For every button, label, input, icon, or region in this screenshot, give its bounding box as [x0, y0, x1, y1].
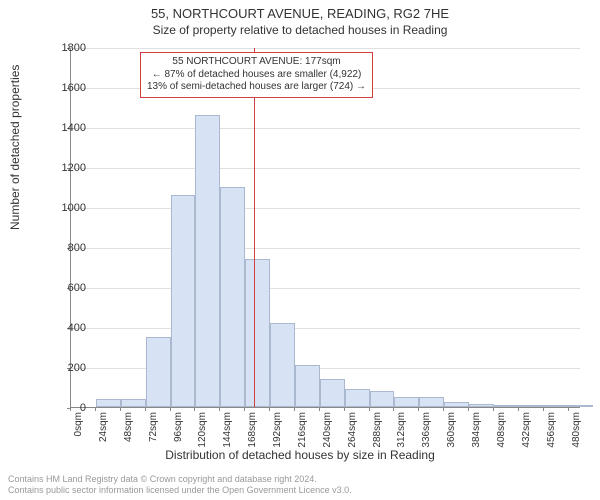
histogram-bar [394, 397, 419, 407]
histogram-bar [220, 187, 245, 407]
histogram-bar [370, 391, 395, 407]
ytick-label: 800 [46, 242, 86, 254]
xtick-label: 336sqm [421, 412, 432, 448]
xtick-mark [493, 407, 494, 411]
ytick-label: 600 [46, 282, 86, 294]
plot-wrap: 55 NORTHCOURT AVENUE: 177sqm← 87% of det… [70, 48, 580, 408]
ytick-label: 1200 [46, 162, 86, 174]
ytick-label: 1400 [46, 122, 86, 134]
xtick-mark [418, 407, 419, 411]
xtick-mark [443, 407, 444, 411]
xtick-label: 240sqm [322, 412, 333, 448]
annotation-line: 13% of semi-detached houses are larger (… [147, 81, 366, 94]
histogram-bar [419, 397, 444, 407]
histogram-bar [320, 379, 345, 407]
y-axis-label: Number of detached properties [8, 65, 22, 230]
xtick-label: 384sqm [471, 412, 482, 448]
gridline [71, 168, 580, 169]
xtick-label: 288sqm [372, 412, 383, 448]
xtick-label: 168sqm [247, 412, 258, 448]
xtick-label: 456sqm [546, 412, 557, 448]
xtick-label: 24sqm [98, 412, 109, 442]
xtick-mark [269, 407, 270, 411]
histogram-bar [444, 402, 469, 407]
xtick-mark [194, 407, 195, 411]
xtick-mark [95, 407, 96, 411]
histogram-bar [195, 115, 220, 407]
chart-subtitle: Size of property relative to detached ho… [0, 23, 600, 37]
footer: Contains HM Land Registry data © Crown c… [8, 474, 352, 496]
xtick-mark [393, 407, 394, 411]
xtick-mark [518, 407, 519, 411]
xtick-label: 480sqm [571, 412, 582, 448]
x-axis-label: Distribution of detached houses by size … [0, 448, 600, 462]
xtick-label: 72sqm [148, 412, 159, 442]
xtick-label: 96sqm [173, 412, 184, 442]
xtick-mark [319, 407, 320, 411]
histogram-bar [146, 337, 171, 407]
ytick-label: 1600 [46, 82, 86, 94]
histogram-bar [469, 404, 494, 407]
xtick-label: 264sqm [347, 412, 358, 448]
xtick-mark [294, 407, 295, 411]
xtick-mark [145, 407, 146, 411]
xtick-label: 0sqm [73, 412, 84, 436]
xtick-label: 192sqm [272, 412, 283, 448]
plot-area [70, 48, 580, 408]
histogram-bar [519, 405, 544, 407]
xtick-label: 144sqm [222, 412, 233, 448]
annotation-line: 55 NORTHCOURT AVENUE: 177sqm [147, 56, 366, 69]
xtick-label: 120sqm [197, 412, 208, 448]
annotation-box: 55 NORTHCOURT AVENUE: 177sqm← 87% of det… [140, 52, 373, 98]
gridline [71, 328, 580, 329]
gridline [71, 248, 580, 249]
xtick-label: 360sqm [446, 412, 457, 448]
xtick-mark [344, 407, 345, 411]
ytick-label: 1800 [46, 42, 86, 54]
ytick-label: 400 [46, 322, 86, 334]
footer-line-1: Contains HM Land Registry data © Crown c… [8, 474, 352, 485]
xtick-mark [568, 407, 569, 411]
chart-title: 55, NORTHCOURT AVENUE, READING, RG2 7HE [0, 0, 600, 23]
gridline [71, 128, 580, 129]
reference-line [254, 48, 255, 407]
xtick-mark [170, 407, 171, 411]
xtick-mark [120, 407, 121, 411]
xtick-label: 408sqm [496, 412, 507, 448]
xtick-mark [219, 407, 220, 411]
xtick-label: 216sqm [297, 412, 308, 448]
footer-line-2: Contains public sector information licen… [8, 485, 352, 496]
annotation-line: ← 87% of detached houses are smaller (4,… [147, 69, 366, 82]
chart-container: 55, NORTHCOURT AVENUE, READING, RG2 7HE … [0, 0, 600, 500]
histogram-bar [295, 365, 320, 407]
xtick-label: 312sqm [396, 412, 407, 448]
ytick-label: 1000 [46, 202, 86, 214]
histogram-bar [121, 399, 146, 407]
gridline [71, 288, 580, 289]
ytick-label: 0 [46, 402, 86, 414]
gridline [71, 208, 580, 209]
xtick-label: 48sqm [123, 412, 134, 442]
histogram-bar [544, 405, 569, 407]
xtick-label: 432sqm [521, 412, 532, 448]
histogram-bar [569, 405, 594, 407]
histogram-bar [171, 195, 196, 407]
histogram-bar [345, 389, 370, 407]
ytick-label: 200 [46, 362, 86, 374]
histogram-bar [494, 405, 519, 407]
histogram-bar [96, 399, 121, 407]
xtick-mark [369, 407, 370, 411]
histogram-bar [245, 259, 270, 407]
histogram-bar [270, 323, 295, 407]
xtick-mark [543, 407, 544, 411]
gridline [71, 48, 580, 49]
xtick-mark [468, 407, 469, 411]
xtick-mark [244, 407, 245, 411]
